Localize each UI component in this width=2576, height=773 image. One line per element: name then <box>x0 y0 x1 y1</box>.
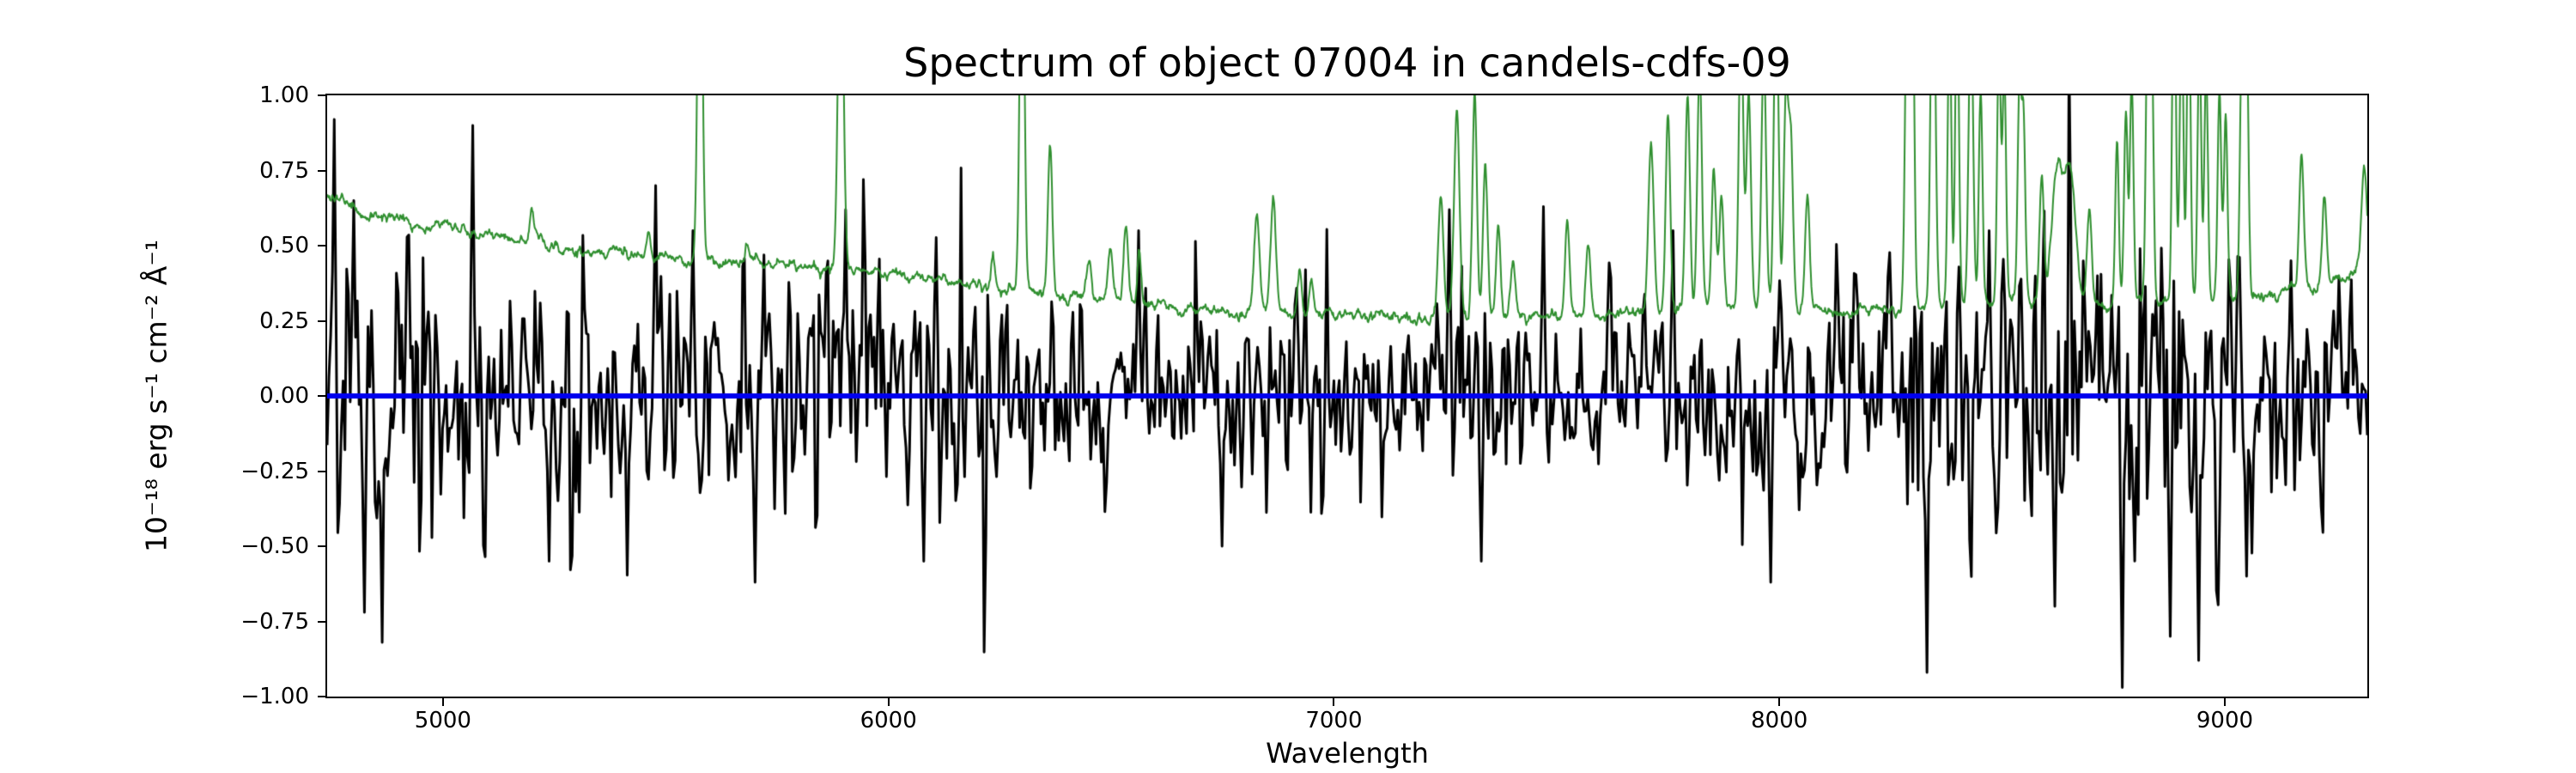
y-tick-mark <box>318 245 325 247</box>
chart-title: Spectrum of object 07004 in candels-cdfs… <box>903 40 1791 86</box>
x-tick-mark <box>887 698 890 706</box>
y-tick-label: −0.50 <box>240 533 309 559</box>
y-tick-label: 1.00 <box>259 82 309 108</box>
y-tick-mark <box>318 320 325 322</box>
x-tick-label: 8000 <box>1751 708 1808 733</box>
y-tick-mark <box>318 395 325 397</box>
x-tick-mark <box>1333 698 1335 706</box>
y-tick-label: 0.25 <box>259 307 309 334</box>
spectrum-plot-canvas <box>327 95 2367 697</box>
y-tick-mark <box>318 94 325 96</box>
y-tick-label: 0.00 <box>259 383 309 409</box>
x-axis-label: Wavelength <box>1266 737 1429 770</box>
x-tick-label: 6000 <box>860 708 917 733</box>
y-tick-mark <box>318 696 325 697</box>
x-tick-label: 9000 <box>2196 708 2254 733</box>
y-tick-mark <box>318 470 325 472</box>
y-tick-mark <box>318 169 325 172</box>
y-tick-label: −1.00 <box>240 684 309 709</box>
y-tick-mark <box>318 545 325 547</box>
x-tick-mark <box>441 698 444 706</box>
y-tick-label: 0.50 <box>259 233 309 259</box>
x-tick-label: 7000 <box>1305 708 1363 733</box>
y-tick-label: −0.25 <box>240 458 309 484</box>
y-tick-mark <box>318 620 325 623</box>
x-tick-mark <box>2223 698 2226 706</box>
plot-area <box>325 94 2369 698</box>
y-tick-label: 0.75 <box>259 157 309 184</box>
y-tick-label: −0.75 <box>240 608 309 635</box>
x-tick-label: 5000 <box>414 708 471 733</box>
x-tick-mark <box>1778 698 1781 706</box>
